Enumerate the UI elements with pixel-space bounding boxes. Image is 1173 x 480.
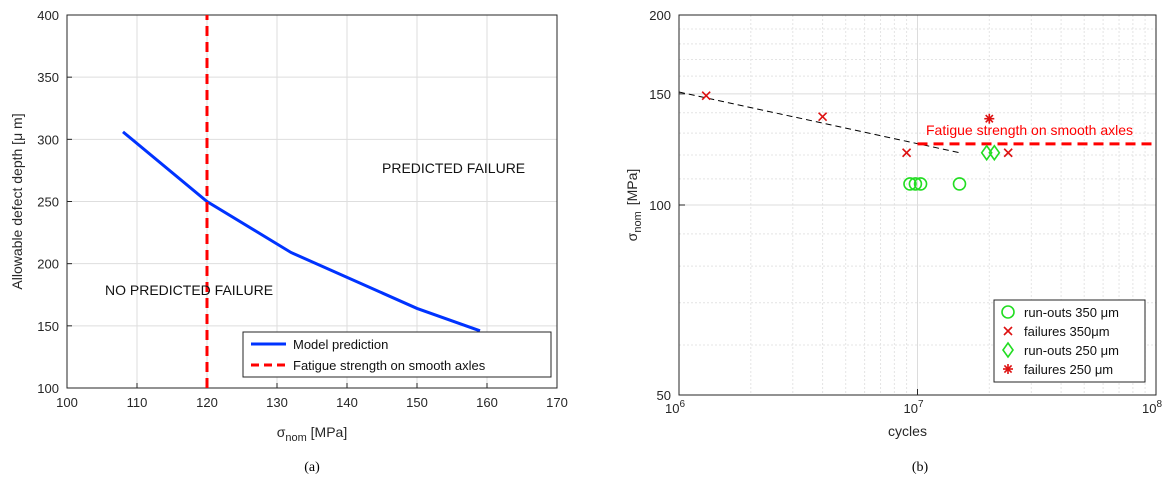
panel-b-x-tick-label: 106 — [665, 399, 685, 416]
panel-b-x-tick-label: 108 — [1142, 399, 1162, 416]
data-point-diamond — [988, 144, 1001, 162]
panel-a-y-axis-label: Allowable defect depth [μ m] — [9, 113, 25, 289]
panel-b-y-label-subscript: nom — [632, 211, 644, 232]
panel-a-legend-label: Model prediction — [293, 337, 388, 352]
panel-b-lines — [678, 91, 1156, 154]
panel-b-y-label-unit: [MPa] — [624, 169, 640, 206]
panel-a-y-tick-label: 350 — [37, 70, 59, 85]
panel-b-x-ticks: 106 107 108 — [665, 389, 1162, 416]
panel-b-x-tick-base: 10 — [1142, 401, 1156, 416]
panel-a-x-tick-label: 170 — [546, 395, 568, 410]
panel-a-y-tick-label: 150 — [37, 319, 59, 334]
panel-a-caption: (a) — [304, 460, 320, 475]
panel-b-legend-box — [993, 299, 1146, 383]
panel-b-x-tick-exponent: 8 — [1156, 399, 1162, 410]
panel-b-series — [701, 91, 1013, 191]
data-point-x — [1003, 148, 1013, 158]
panel-b-y-tick-label: 50 — [657, 388, 671, 403]
panel-b-y-ticks: 50 100 150 200 — [649, 8, 685, 403]
panel-a-y-tick-label: 200 — [37, 257, 59, 272]
panel-b-x-tick-label: 107 — [903, 399, 923, 416]
panel-b-y-tick-label: 200 — [649, 8, 671, 23]
panel-b-y-tick-label: 100 — [649, 198, 671, 213]
panel-a-legend-box — [242, 331, 552, 378]
panel-a-x-label-unit: [MPa] — [307, 424, 347, 440]
panel-a-x-tick-label: 130 — [266, 395, 288, 410]
trend-line — [678, 91, 960, 154]
panel-a-chart: 100 110 120 130 140 150 160 170 100 150 200 250 300… — [9, 8, 568, 475]
data-point-asterisk — [984, 113, 995, 124]
data-point-x — [818, 112, 828, 122]
panel-b-x-tick-exponent: 6 — [679, 399, 685, 410]
panel-a-legend-label: Fatigue strength on smooth axles — [293, 358, 486, 373]
no-predicted-failure-annotation: NO PREDICTED FAILURE — [105, 282, 273, 298]
panel-a-y-tick-label: 300 — [37, 132, 59, 147]
panel-b-x-axis-label: cycles — [888, 423, 927, 439]
panel-a-x-tick-label: 140 — [336, 395, 358, 410]
data-point-circle — [908, 177, 923, 191]
panel-b-y-axis-label: σnom [MPa] — [624, 169, 644, 242]
panel-a-x-label-subscript: nom — [285, 432, 306, 444]
panel-a-x-tick-label: 100 — [56, 395, 78, 410]
panel-a-x-tick-label: 120 — [196, 395, 218, 410]
panel-b-x-tick-base: 10 — [665, 401, 679, 416]
panel-b-y-label-symbol: σ — [624, 232, 640, 241]
panel-a-x-tick-label: 160 — [476, 395, 498, 410]
model-prediction-line — [122, 130, 481, 333]
data-point-x — [902, 148, 912, 158]
predicted-failure-annotation: PREDICTED FAILURE — [382, 160, 525, 176]
panel-b-caption: (b) — [912, 460, 929, 475]
data-point-circle — [952, 177, 967, 191]
panel-a-x-tick-label: 110 — [127, 395, 148, 410]
data-point-diamond — [980, 144, 993, 162]
panel-a-y-tick-label: 250 — [37, 195, 59, 210]
panel-a-grid — [66, 14, 558, 389]
panel-b-legend-label: failures 250 μm — [1024, 362, 1113, 377]
panel-b-x-tick-base: 10 — [903, 401, 917, 416]
panel-a-series — [122, 15, 481, 388]
data-point-circle — [1001, 305, 1015, 319]
panel-b-y-tick-label: 150 — [649, 87, 671, 102]
panel-a-x-ticks: 100 110 120 130 140 150 160 170 — [56, 383, 568, 410]
data-point-circle — [903, 177, 917, 191]
data-point-x — [701, 91, 711, 101]
data-point-asterisk — [1003, 364, 1013, 374]
fatigue-strength-annotation: Fatigue strength on smooth axles — [926, 122, 1133, 138]
panel-a-x-axis-label: σnom [MPa] — [277, 424, 348, 444]
data-point-diamond — [1002, 341, 1014, 359]
panel-b-legend-label: run-outs 250 μm — [1024, 343, 1119, 358]
data-point-x — [1003, 326, 1013, 336]
panel-b-legend: run-outs 350 μm failures 350μm run-outs 25… — [993, 299, 1146, 383]
panel-a-x-label-symbol: σ — [277, 424, 286, 440]
data-point-circle — [913, 177, 928, 191]
panel-b-x-tick-exponent: 7 — [918, 399, 924, 410]
panel-a-y-ticks: 100 150 200 250 300 350 400 — [37, 8, 72, 396]
panel-a-y-tick-label: 100 — [37, 381, 59, 396]
panel-a-y-tick-label: 400 — [37, 8, 59, 23]
panel-a-x-tick-label: 150 — [406, 395, 428, 410]
panel-a-legend: Model prediction Fatigue strength on smoo… — [242, 331, 552, 378]
panel-b-legend-label: run-outs 350 μm — [1024, 305, 1119, 320]
panel-b-legend-label: failures 350μm — [1024, 324, 1110, 339]
